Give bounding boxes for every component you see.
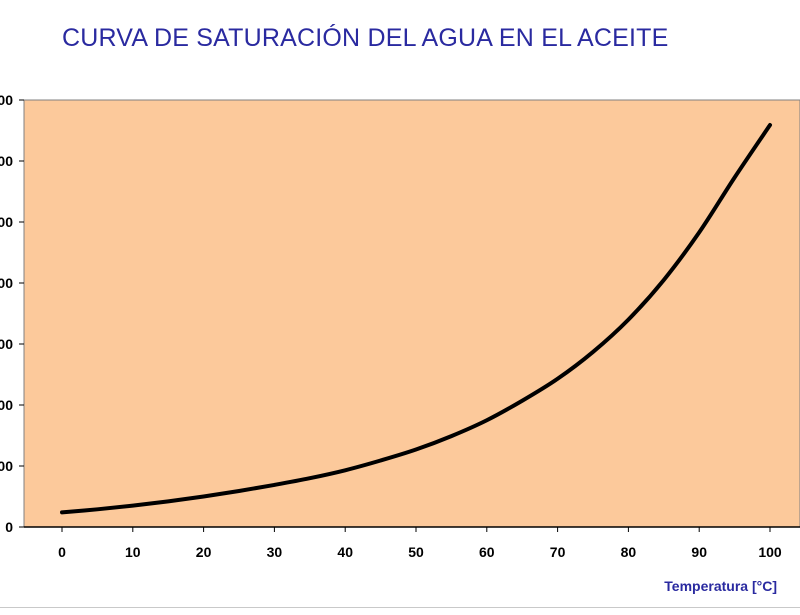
x-tick-label: 0 bbox=[58, 544, 66, 560]
y-tick-label: 0 bbox=[5, 519, 13, 535]
y-tick-label: 00 bbox=[0, 153, 13, 169]
y-tick-label: 00 bbox=[0, 336, 13, 352]
x-tick-label: 20 bbox=[196, 544, 212, 560]
saturation-curve bbox=[60, 123, 772, 515]
x-tick-label: 40 bbox=[337, 544, 353, 560]
plot-area bbox=[23, 99, 800, 528]
x-tick-label: 70 bbox=[550, 544, 566, 560]
y-tick-label: 00 bbox=[0, 458, 13, 474]
x-tick-label: 90 bbox=[691, 544, 707, 560]
y-tick-label: 00 bbox=[0, 92, 13, 108]
x-tick-label: 100 bbox=[758, 544, 782, 560]
y-tick-label: 00 bbox=[0, 397, 13, 413]
y-tick-label: 00 bbox=[0, 214, 13, 230]
x-tick-label: 30 bbox=[267, 544, 283, 560]
chart-title: CURVA DE SATURACIÓN DEL AGUA EN EL ACEIT… bbox=[62, 24, 669, 52]
x-tick-label: 10 bbox=[125, 544, 141, 560]
x-tick-label: 80 bbox=[621, 544, 637, 560]
x-tick-label: 60 bbox=[479, 544, 495, 560]
x-axis-ticks: 0 10 20 30 40 50 60 70 80 90 100 bbox=[58, 527, 782, 560]
x-tick-label: 50 bbox=[408, 544, 424, 560]
x-axis-title: Temperatura [°C] bbox=[664, 578, 777, 594]
bottom-divider bbox=[0, 607, 800, 608]
y-tick-label: 00 bbox=[0, 275, 13, 291]
